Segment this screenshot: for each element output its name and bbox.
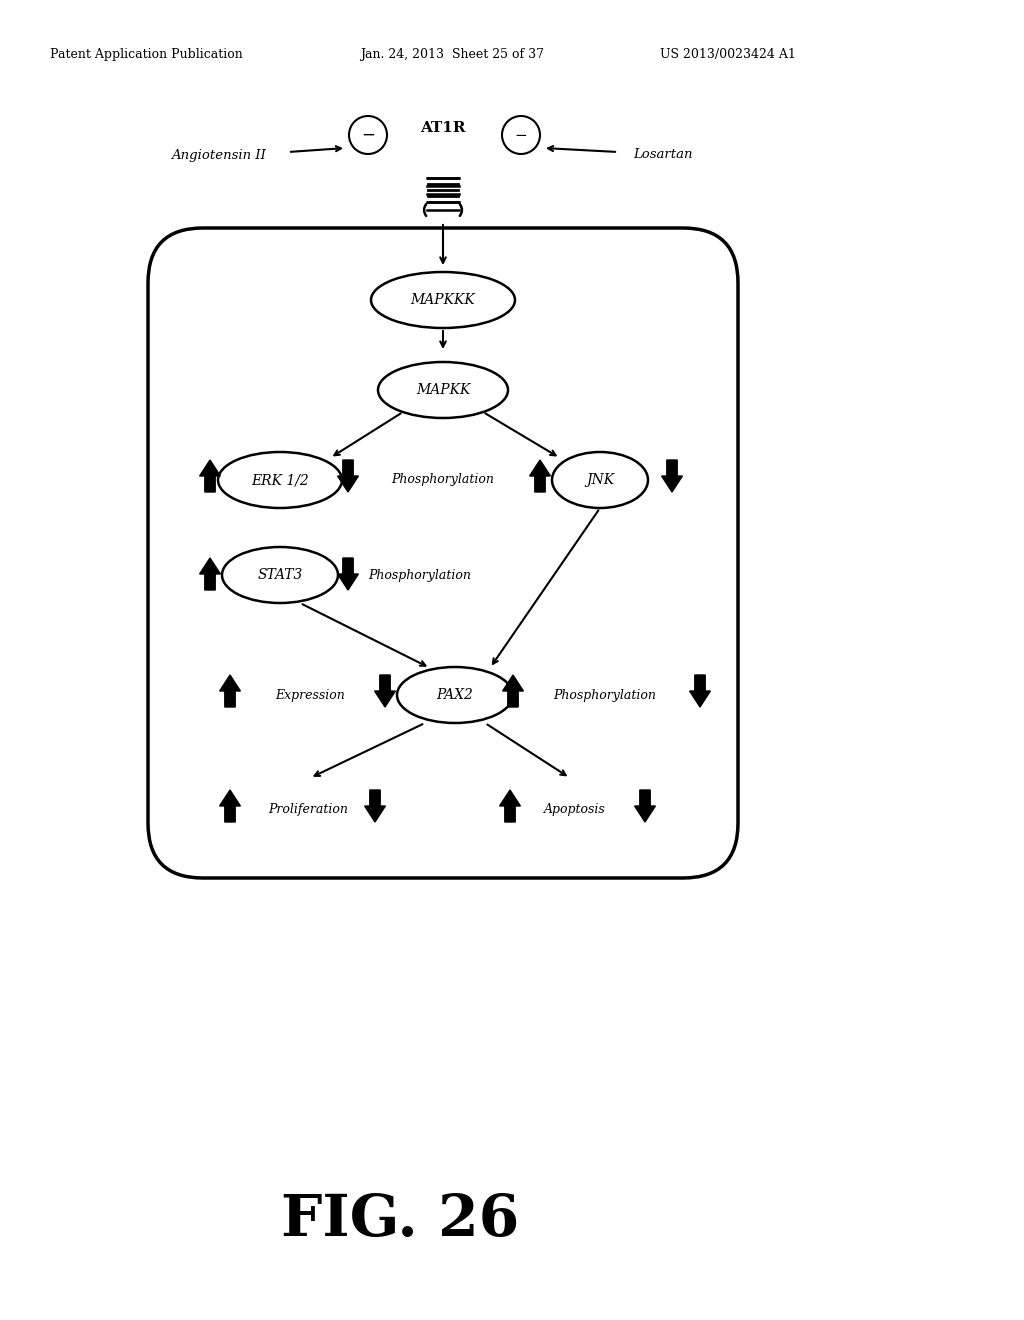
Text: Jan. 24, 2013  Sheet 25 of 37: Jan. 24, 2013 Sheet 25 of 37	[360, 48, 544, 61]
Polygon shape	[529, 459, 551, 492]
Text: PAX2: PAX2	[436, 688, 473, 702]
Polygon shape	[365, 789, 385, 822]
Text: STAT3: STAT3	[257, 568, 303, 582]
Polygon shape	[338, 558, 358, 590]
Text: −: −	[515, 128, 527, 143]
Polygon shape	[635, 789, 655, 822]
Ellipse shape	[218, 451, 342, 508]
Circle shape	[349, 116, 387, 154]
Polygon shape	[503, 675, 523, 708]
Text: JNK: JNK	[586, 473, 614, 487]
Polygon shape	[662, 459, 682, 492]
Text: Phosphorylation: Phosphorylation	[554, 689, 656, 701]
Polygon shape	[689, 675, 711, 708]
Polygon shape	[200, 558, 220, 590]
Text: MAPKK: MAPKK	[416, 383, 470, 397]
Text: Apoptosis: Apoptosis	[544, 804, 606, 817]
Text: Losartan: Losartan	[633, 149, 693, 161]
Ellipse shape	[397, 667, 513, 723]
Text: Angiotensin II: Angiotensin II	[171, 149, 265, 161]
Text: Phosphorylation: Phosphorylation	[369, 569, 471, 582]
Polygon shape	[375, 675, 395, 708]
Text: Patent Application Publication: Patent Application Publication	[50, 48, 243, 61]
Text: Proliferation: Proliferation	[268, 804, 348, 817]
Text: US 2013/0023424 A1: US 2013/0023424 A1	[660, 48, 796, 61]
Text: Expression: Expression	[275, 689, 345, 701]
Text: −: −	[361, 125, 375, 144]
Polygon shape	[200, 459, 220, 492]
Polygon shape	[500, 789, 520, 822]
Polygon shape	[219, 789, 241, 822]
Polygon shape	[338, 459, 358, 492]
Ellipse shape	[222, 546, 338, 603]
Text: MAPKKK: MAPKKK	[411, 293, 475, 308]
Polygon shape	[219, 675, 241, 708]
Text: AT1R: AT1R	[420, 121, 466, 135]
Text: Phosphorylation: Phosphorylation	[391, 474, 495, 487]
Ellipse shape	[371, 272, 515, 327]
Ellipse shape	[552, 451, 648, 508]
Ellipse shape	[378, 362, 508, 418]
Circle shape	[502, 116, 540, 154]
Text: ERK 1/2: ERK 1/2	[251, 473, 309, 487]
Text: FIG. 26: FIG. 26	[281, 1192, 519, 1247]
